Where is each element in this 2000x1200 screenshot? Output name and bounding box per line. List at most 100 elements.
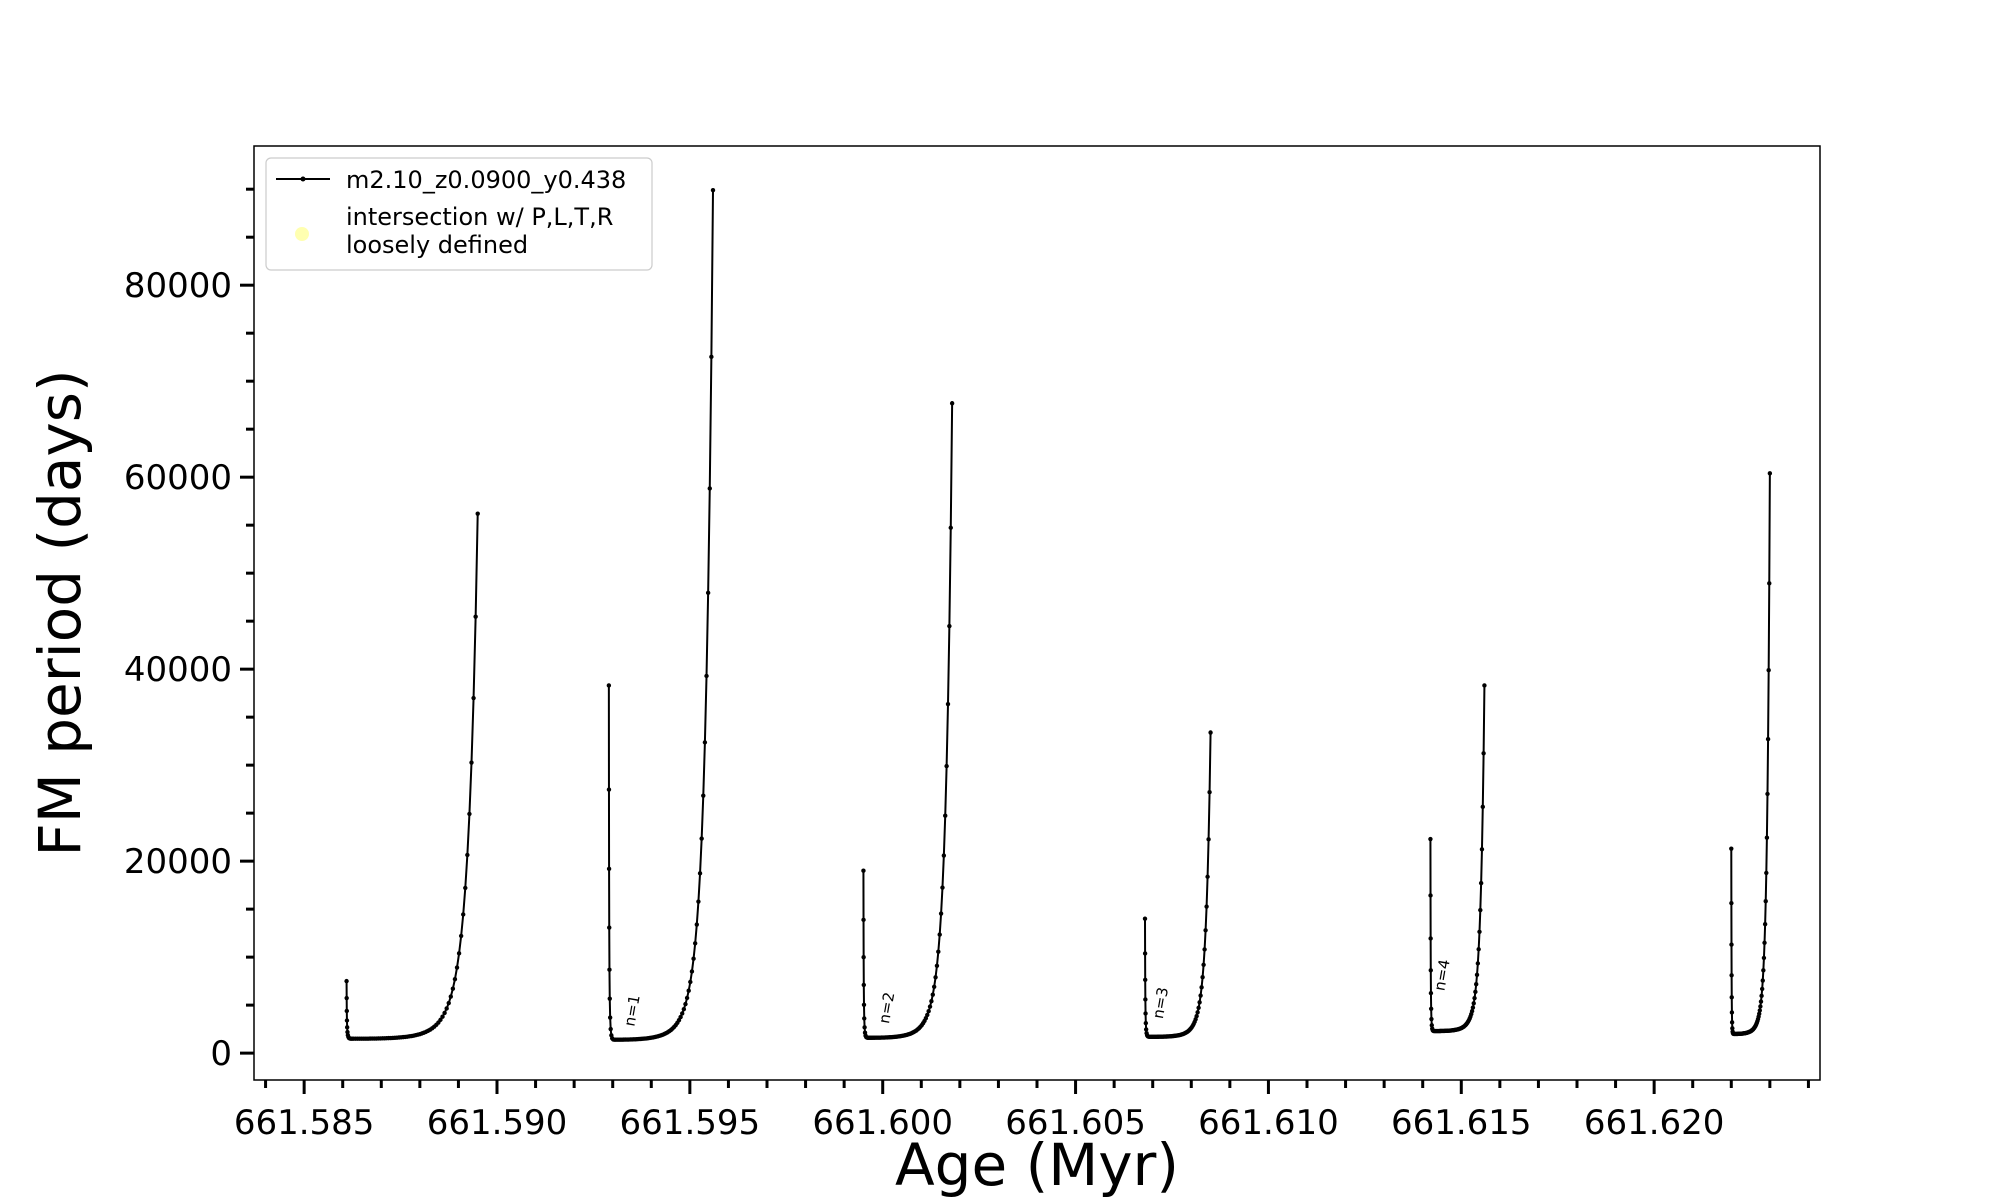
data-point [606, 683, 612, 688]
y-tick-label: 0 [210, 1034, 232, 1074]
data-point [937, 932, 942, 937]
x-axis-title: Age (Myr) [895, 1131, 1179, 1199]
data-point [1206, 837, 1211, 842]
data-point [458, 933, 464, 939]
y-tick-label: 80000 [124, 266, 232, 306]
data-point [1729, 1020, 1735, 1025]
y-axis: 0 20000 40000 60000 80000 [124, 187, 254, 1074]
data-point [471, 695, 476, 701]
data-point [1474, 972, 1480, 978]
data-point [608, 1026, 613, 1032]
data-point [936, 949, 941, 954]
data-point [1205, 874, 1210, 879]
data-point [1201, 962, 1206, 967]
data-point [929, 998, 934, 1004]
data-point [707, 486, 712, 491]
data-point [446, 1000, 451, 1006]
data-point [607, 996, 612, 1001]
plot-frame [253, 145, 1821, 1081]
data-point [1471, 1001, 1476, 1006]
legend-intersection-label-line: loosely defined [346, 231, 528, 259]
data-point [456, 951, 462, 956]
data-point [463, 885, 468, 891]
data-point [438, 1017, 443, 1023]
data-point [444, 1006, 449, 1011]
data-point [1481, 751, 1486, 756]
data-point [469, 760, 474, 765]
data-point [1729, 900, 1734, 906]
data-point [1758, 999, 1764, 1004]
y-tick-label: 60000 [124, 458, 232, 498]
legend-intersection-label: intersection w/ P,L,T,R loosely defined [346, 203, 613, 259]
data-point [1765, 736, 1771, 742]
x-tick-label: 661.595 [620, 1103, 761, 1143]
data-point [925, 1012, 930, 1018]
data-point [607, 967, 612, 972]
data-point [861, 1002, 867, 1007]
series-line [1730, 473, 1771, 1035]
data-point [1195, 1010, 1200, 1015]
data-point [678, 1014, 683, 1020]
data-point [697, 871, 703, 876]
data-point [1143, 977, 1148, 983]
data-point [1766, 667, 1771, 673]
data-point [1729, 846, 1734, 851]
x-tick-label: 661.590 [427, 1103, 568, 1143]
legend-intersection-label-line: intersection w/ P,L,T,R [346, 203, 613, 231]
data-point [1207, 790, 1212, 795]
data-point [344, 995, 349, 1001]
y-axis-title: FM period (days) [26, 369, 94, 856]
data-point [1428, 936, 1433, 941]
data-point [344, 978, 349, 984]
data-point [938, 911, 944, 916]
cycle-annotation: n=2 [875, 991, 898, 1025]
data-point [702, 740, 708, 745]
x-tick-label: 661.610 [1198, 1103, 1339, 1143]
data-point [1143, 1011, 1148, 1016]
data-point [1762, 921, 1768, 927]
data-point [684, 995, 690, 1001]
data-point [1475, 961, 1481, 966]
data-point [473, 614, 478, 619]
data-point [607, 1015, 613, 1020]
legend-box [265, 157, 653, 271]
data-point [683, 1001, 688, 1007]
data-point [861, 982, 866, 988]
series-line [345, 513, 479, 1040]
data-point [927, 1004, 933, 1009]
data-point [1477, 929, 1482, 934]
data-point [861, 917, 866, 923]
data-point [1478, 880, 1484, 886]
data-point [694, 922, 699, 927]
data-point [440, 1014, 445, 1019]
data-point [1763, 899, 1768, 904]
legend: m2.10_z0.0900_y0.438 intersection w/ P,L… [265, 157, 653, 271]
data-point [710, 187, 716, 193]
data-point [1202, 947, 1207, 952]
data-point [1197, 1000, 1202, 1005]
data-point [1479, 847, 1485, 852]
data-point [1429, 1016, 1434, 1022]
data-point [606, 866, 612, 872]
data-point [1757, 1011, 1762, 1016]
data-point [1208, 730, 1213, 735]
data-point [461, 912, 466, 917]
data-point [709, 354, 714, 360]
series-line [607, 190, 714, 1041]
data-point [934, 963, 940, 968]
data-point [454, 965, 460, 970]
data-point [696, 899, 701, 904]
data-point [861, 955, 866, 960]
series-layer [344, 187, 1773, 1042]
data-point [862, 1025, 867, 1030]
data-point [926, 1008, 931, 1014]
data-point [465, 852, 470, 858]
data-point [1470, 1005, 1476, 1010]
data-point [1759, 993, 1764, 999]
data-point [1758, 1004, 1763, 1009]
cycle-annotation: n=4 [1431, 958, 1454, 992]
data-point [701, 793, 706, 798]
x-tick-label: 661.620 [1584, 1103, 1725, 1143]
data-point [442, 1010, 447, 1016]
data-point [1198, 993, 1203, 998]
